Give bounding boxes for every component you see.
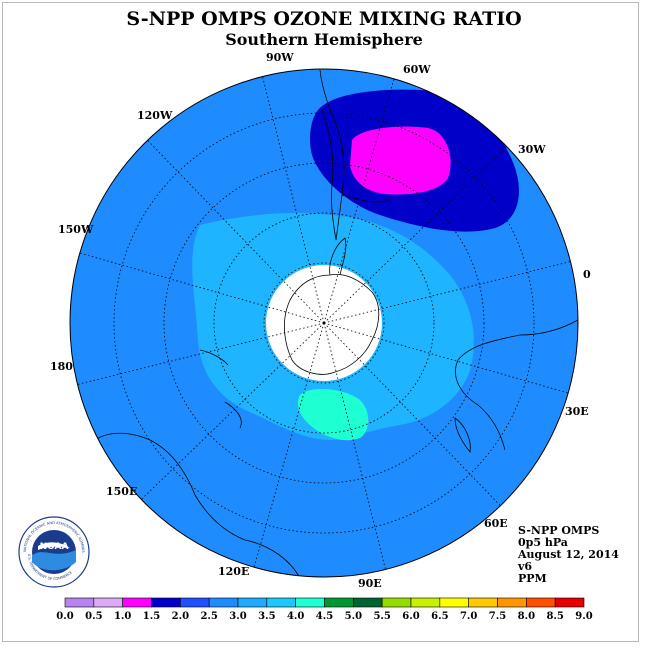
colorbar-labels: 0.0 0.5 1.0 1.5 2.0 2.5 3.0 3.5 4.0 4.5 5.0 5.5 6.0 6… <box>56 611 592 622</box>
logo-bird-icon <box>38 542 70 550</box>
logo-wave-icon <box>32 550 76 571</box>
colorbar-box <box>151 597 181 608</box>
colorbar-box <box>439 597 469 608</box>
colorbar-tick-label: 6.5 <box>431 611 448 622</box>
colorbar-box <box>237 597 268 608</box>
ross-sea-island <box>199 349 229 366</box>
image-frame <box>2 2 639 642</box>
lon-label-0: 0 <box>583 268 591 281</box>
latitude-ring-3 <box>163 162 485 484</box>
info-date: August 12, 2014 <box>518 548 619 561</box>
colorbar-tick-label: 3.5 <box>258 611 275 622</box>
south-america-tip <box>341 194 391 203</box>
lon-label-30e: 30E <box>565 405 589 418</box>
colorbar-tick-label: 4.5 <box>316 611 333 622</box>
africa-coast <box>455 319 578 451</box>
info-units: PPM <box>518 572 547 585</box>
colorbar-box <box>526 597 556 608</box>
lon-label-90e: 90E <box>358 577 382 590</box>
colorbar-tick-label: 1.5 <box>143 611 160 622</box>
colorbar-tick-label: 2.0 <box>172 611 189 622</box>
colorbar-box <box>208 597 239 608</box>
lon-label-120e: 120E <box>218 565 249 578</box>
colorbar-box <box>324 597 354 608</box>
graticule <box>77 76 571 570</box>
colorbar-tick-label: 7.5 <box>489 611 506 622</box>
colorbar-box <box>554 597 585 608</box>
colorbar-boxes <box>64 597 585 608</box>
colorbar-box <box>295 597 325 608</box>
australia-coast <box>94 432 301 577</box>
lon-label-150e: 150E <box>106 485 137 498</box>
colorbar-box <box>410 597 441 608</box>
colorbar-box <box>381 597 412 608</box>
noaa-logo: NOAA NATIONAL OCEANIC AND ATMOSPHERIC AD… <box>18 516 90 588</box>
logo-text: NOAA <box>40 542 69 552</box>
page-title: S-NPP OMPS OZONE MIXING RATIO <box>126 8 522 30</box>
colorbar-tick-label: 3.0 <box>229 611 246 622</box>
colorbar-box <box>353 597 383 608</box>
lon-label-30w: 30W <box>518 143 546 156</box>
colorbar-tick-label: 1.0 <box>114 611 131 622</box>
info-level: 0p5 hPa <box>518 536 568 549</box>
new-zealand-coast <box>224 401 242 429</box>
latitude-ring-2 <box>213 212 435 434</box>
colorbar-tick-label: 0.0 <box>56 611 73 622</box>
colorbar-box <box>180 597 210 608</box>
madagascar-coast <box>454 417 471 453</box>
field-1.0-1.5 <box>350 126 451 195</box>
lon-label-60e: 60E <box>484 517 508 530</box>
colorbar-tick-label: 6.0 <box>402 611 419 622</box>
colorbar-box <box>468 597 498 608</box>
south-pole-marker <box>322 321 326 325</box>
south-america-coast <box>319 69 345 241</box>
colorbar-tick-label: 9.0 <box>575 611 592 622</box>
latitude-ring-4 <box>113 112 535 534</box>
colorbar-box <box>266 597 296 608</box>
info-block: S-NPP OMPS 0p5 hPa August 12, 2014 v6 PP… <box>518 525 619 585</box>
colorbar-tick-label: 0.5 <box>85 611 102 622</box>
lon-label-120w: 120W <box>137 109 173 122</box>
colorbar-box <box>64 597 95 608</box>
lon-label-60w: 60W <box>403 63 431 76</box>
colorbar-tick-label: 7.0 <box>460 611 477 622</box>
colorbar-tick-label: 4.0 <box>287 611 304 622</box>
colorbar-tick-label: 8.5 <box>546 611 563 622</box>
field-4.0-4.5 <box>297 388 369 441</box>
page-subtitle: Southern Hemisphere <box>225 30 423 49</box>
lon-label-180: 180 <box>50 360 73 373</box>
colorbar-box <box>497 597 527 608</box>
map-border <box>69 68 579 578</box>
colorbar-tick-label: 5.0 <box>345 611 362 622</box>
latitude-ring-1 <box>263 262 385 384</box>
colorbar-tick-label: 5.5 <box>373 611 390 622</box>
info-version: v6 <box>518 560 533 573</box>
lon-label-90w: 90W <box>266 51 294 64</box>
colorbar-box <box>122 597 152 608</box>
colorbar-box <box>93 597 123 608</box>
colorbar-tick-label: 2.5 <box>200 611 217 622</box>
lon-label-150w: 150W <box>58 223 94 236</box>
info-instrument: S-NPP OMPS <box>518 524 600 537</box>
colorbar-tick-label: 8.0 <box>518 611 535 622</box>
